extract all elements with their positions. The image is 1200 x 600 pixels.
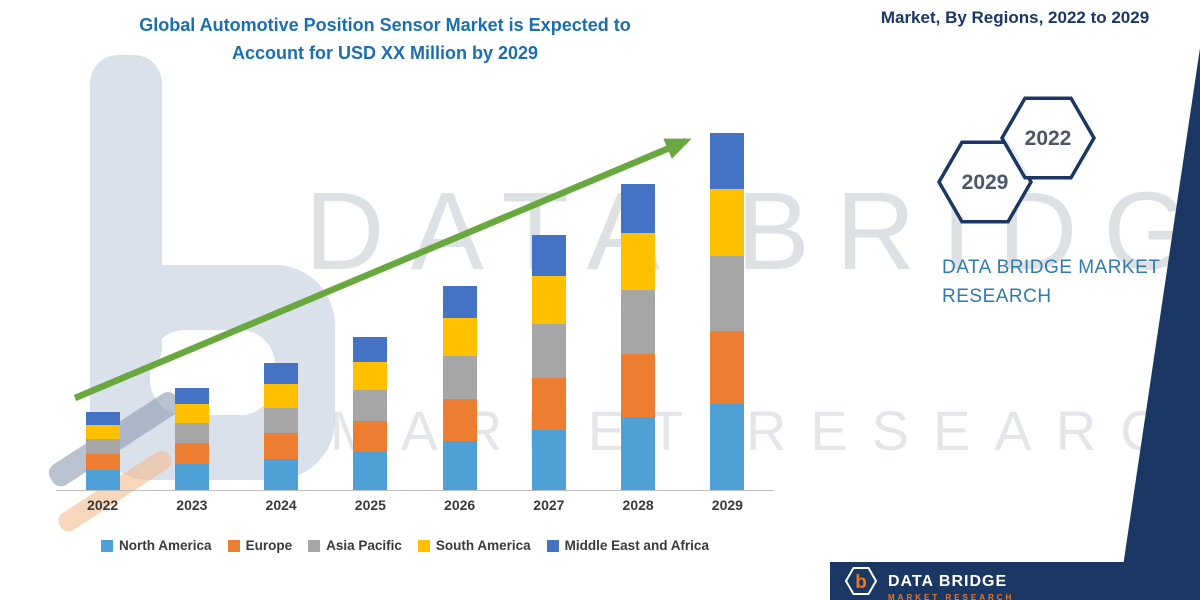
segment-north-america xyxy=(264,459,299,490)
legend-item-north-america: North America xyxy=(101,538,212,553)
chart-title-line1: Global Automotive Position Sensor Market… xyxy=(139,15,631,35)
segment-europe xyxy=(174,443,209,464)
x-axis-labels: 2022 2023 2024 2025 2026 2027 2028 2029 xyxy=(58,497,772,513)
stacked-bar-2023 xyxy=(174,388,209,490)
hexagon-front-year: 2022 xyxy=(1025,127,1072,150)
x-axis-label: 2022 xyxy=(87,497,119,513)
segment-middle-east-and-africa xyxy=(174,388,209,404)
legend-label: Middle East and Africa xyxy=(564,538,709,553)
segment-south-america xyxy=(264,384,299,408)
segment-europe xyxy=(710,331,745,404)
x-axis-label: 2028 xyxy=(622,497,654,513)
segment-middle-east-and-africa xyxy=(710,133,745,189)
hexagon-front xyxy=(999,96,1097,180)
segment-middle-east-and-africa xyxy=(442,286,477,318)
segment-europe xyxy=(442,399,477,441)
segment-asia-pacific xyxy=(531,324,566,378)
legend-label: Europe xyxy=(245,538,293,553)
footer-logo-hexagon-icon: b xyxy=(844,567,878,595)
footer-bar: b DATA BRIDGE MARKET RESEARCH xyxy=(830,562,1200,600)
x-axis-label: 2027 xyxy=(533,497,565,513)
segment-north-america xyxy=(621,417,656,490)
brand-panel: DATA BRIDGE MARKET RESEARCH xyxy=(942,253,1182,312)
brand-panel-line1: DATA BRIDGE MARKET xyxy=(942,257,1161,278)
legend-label: South America xyxy=(435,538,531,553)
segment-south-america xyxy=(531,276,566,324)
legend-marker xyxy=(308,539,321,552)
segment-middle-east-and-africa xyxy=(85,412,120,425)
legend-item-asia-pacific: Asia Pacific xyxy=(308,538,402,553)
segment-europe xyxy=(353,421,388,452)
x-axis-label: 2026 xyxy=(444,497,476,513)
chart-legend: North America Europe Asia Pacific South Ame… xyxy=(30,538,780,553)
segment-middle-east-and-africa xyxy=(353,337,388,362)
segment-asia-pacific xyxy=(710,256,745,331)
x-axis-line xyxy=(56,490,774,491)
segment-north-america xyxy=(85,470,120,490)
chart-title: Global Automotive Position Sensor Market… xyxy=(70,12,700,68)
segment-asia-pacific xyxy=(174,423,209,443)
footer-logo: b DATA BRIDGE MARKET RESEARCH xyxy=(844,562,1014,600)
stacked-bar-2022 xyxy=(85,412,120,490)
segment-europe xyxy=(85,454,120,470)
segment-asia-pacific xyxy=(85,439,120,454)
segment-north-america xyxy=(531,430,566,490)
segment-asia-pacific xyxy=(442,356,477,399)
segment-north-america xyxy=(353,452,388,490)
legend-marker xyxy=(227,539,240,552)
x-axis-label: 2023 xyxy=(176,497,208,513)
segment-europe xyxy=(621,354,656,417)
x-axis-label: 2029 xyxy=(711,497,743,513)
segment-asia-pacific xyxy=(264,408,299,433)
year-hexagons: 2029 2022 xyxy=(936,96,1097,224)
legend-label: Asia Pacific xyxy=(326,538,402,553)
segment-south-america xyxy=(442,318,477,356)
bar-plot xyxy=(58,128,772,490)
segment-south-america xyxy=(710,189,745,256)
segment-asia-pacific xyxy=(621,290,656,354)
segment-middle-east-and-africa xyxy=(264,363,299,384)
legend-item-middle-east-and-africa: Middle East and Africa xyxy=(546,538,709,553)
brand-panel-line2: RESEARCH xyxy=(942,286,1052,308)
segment-north-america xyxy=(174,464,209,490)
segment-south-america xyxy=(353,362,388,390)
footer-logo-subtitle: MARKET RESEARCH xyxy=(888,592,1015,600)
stacked-bar-2027 xyxy=(531,235,566,490)
hexagon-back-year: 2029 xyxy=(962,171,1009,194)
footer-logo-title: DATA BRIDGE xyxy=(888,573,1008,591)
segment-north-america xyxy=(710,404,745,490)
legend-item-europe: Europe xyxy=(227,538,293,553)
stacked-bar-2026 xyxy=(442,286,477,490)
segment-asia-pacific xyxy=(353,390,388,421)
segment-middle-east-and-africa xyxy=(621,184,656,233)
x-axis-label: 2024 xyxy=(265,497,297,513)
segment-south-america xyxy=(85,425,120,439)
side-accent-triangle xyxy=(1118,48,1200,600)
x-axis-label: 2025 xyxy=(354,497,386,513)
segment-europe xyxy=(264,433,299,459)
chart-title-line2: Account for USD XX Million by 2029 xyxy=(231,42,539,63)
legend-marker xyxy=(101,539,114,552)
stacked-bar-2029 xyxy=(710,133,745,490)
legend-label: North America xyxy=(119,538,212,553)
legend-marker xyxy=(417,539,430,552)
footer-text-block: DATA BRIDGE MARKET RESEARCH xyxy=(888,573,1014,600)
stacked-bar-2024 xyxy=(264,363,299,490)
legend-marker xyxy=(546,539,559,552)
segment-middle-east-and-africa xyxy=(531,235,566,276)
legend-item-south-america: South America xyxy=(417,538,531,553)
right-title: Market, By Regions, 2022 to 2029 xyxy=(880,8,1150,27)
segment-north-america xyxy=(442,441,477,490)
segment-south-america xyxy=(174,404,209,423)
footer-logo-letter: b xyxy=(855,572,867,593)
stacked-bar-2025 xyxy=(353,337,388,490)
stacked-bar-2028 xyxy=(621,184,656,490)
segment-europe xyxy=(531,378,566,430)
segment-south-america xyxy=(621,233,656,290)
